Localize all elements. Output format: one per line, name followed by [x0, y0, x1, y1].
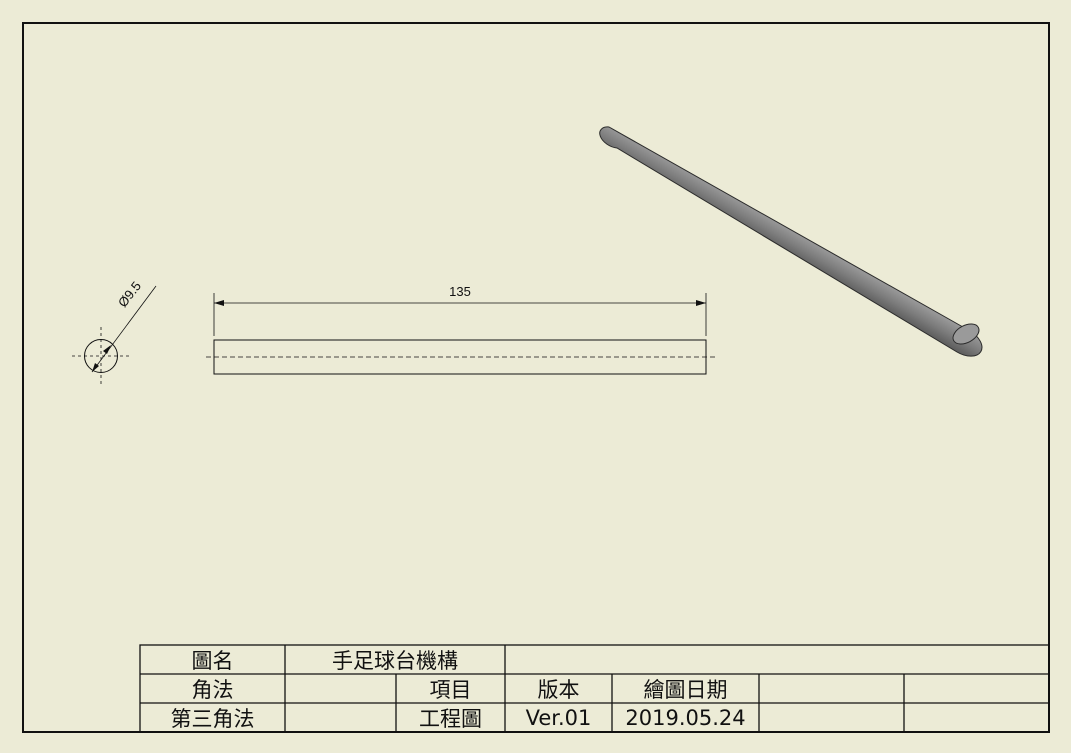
drawing-name-label: 圖名	[191, 648, 234, 673]
diameter-dimension-label: Ø9.5	[115, 279, 144, 310]
rod-end-face-3d	[952, 323, 980, 345]
projection-value: 第三角法	[170, 706, 255, 731]
version-label: 版本	[537, 677, 580, 702]
side-view: 135	[206, 284, 716, 375]
diameter-leader-line	[91, 285, 157, 373]
draw-date-label: 繪圖日期	[643, 677, 728, 702]
drawing-name-value: 手足球台機構	[332, 648, 458, 673]
diameter-arrow-low	[92, 363, 99, 372]
draw-date-value: 2019.05.24	[625, 705, 746, 730]
length-arrow-right	[696, 300, 706, 306]
item-value: 工程圖	[419, 706, 482, 731]
sheet-border	[22, 22, 1050, 733]
length-arrow-left	[214, 300, 224, 306]
end-view: Ø9.5	[72, 279, 157, 386]
rod-body-3d	[599, 126, 983, 357]
length-dimension-label: 135	[449, 284, 471, 299]
rod-3d-view	[599, 126, 983, 357]
diameter-arrow-high	[103, 345, 111, 354]
version-value: Ver.01	[525, 705, 592, 730]
title-block-grid	[139, 644, 1050, 733]
item-label: 項目	[429, 677, 472, 702]
projection-label: 角法	[191, 677, 234, 702]
